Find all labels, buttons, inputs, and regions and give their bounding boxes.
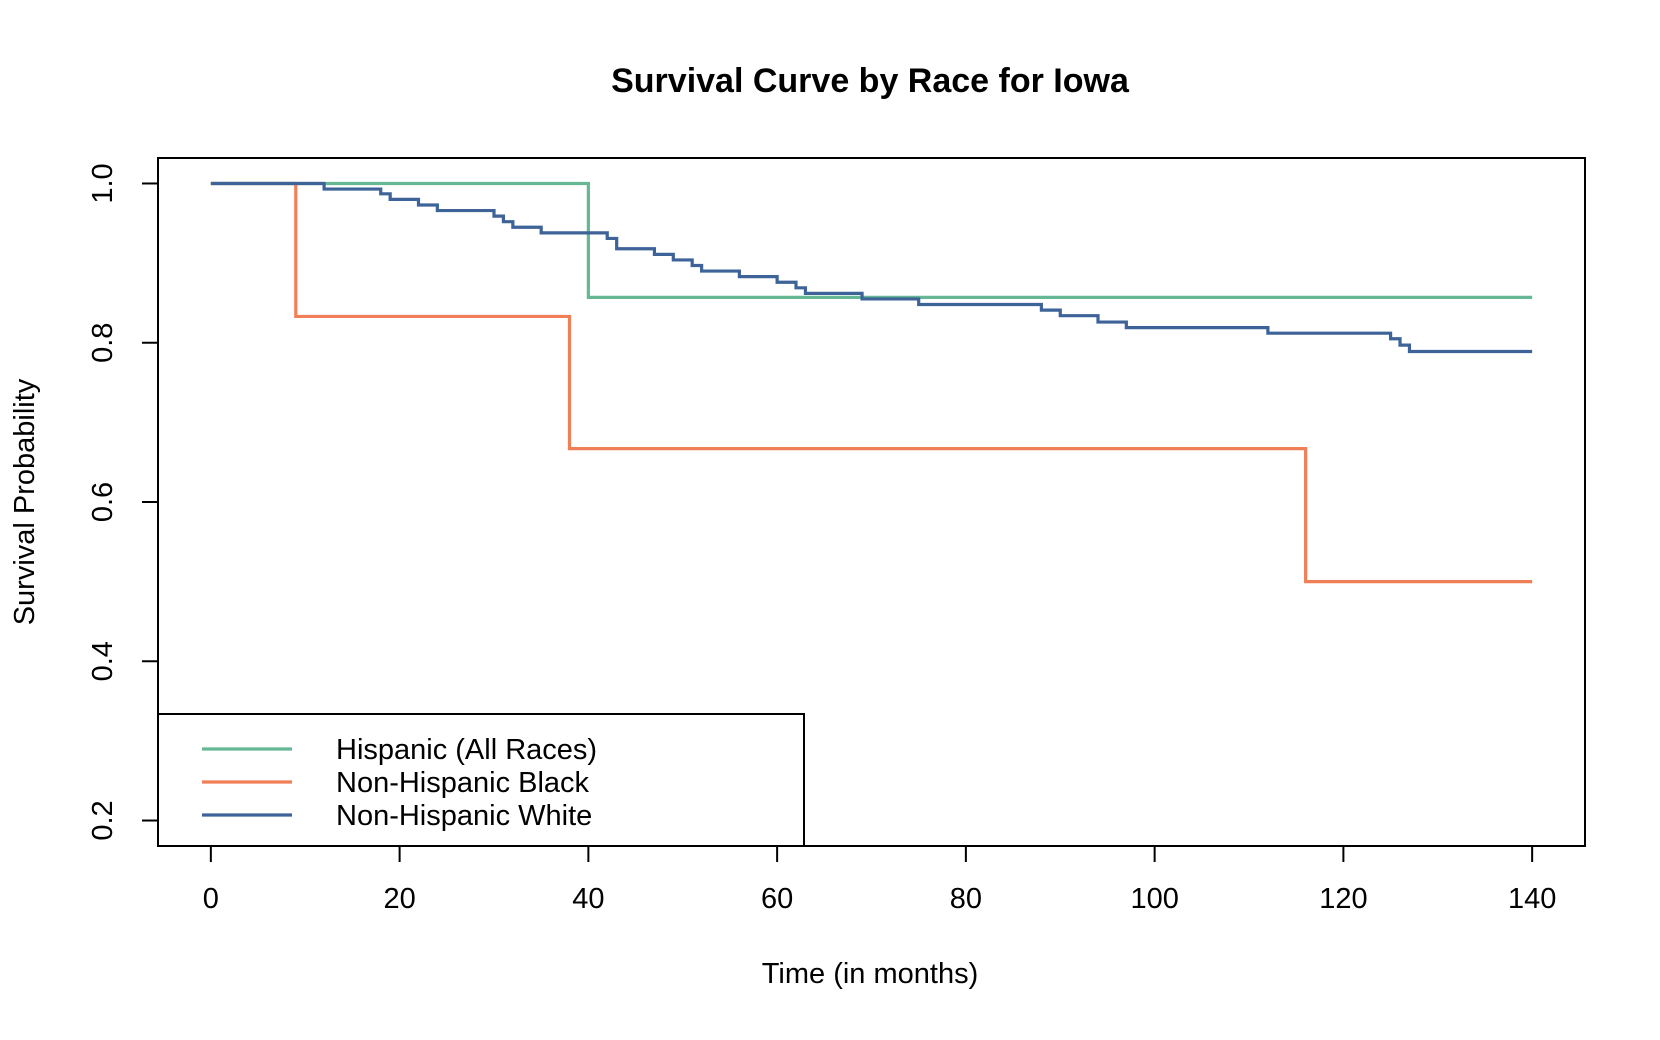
chart-title: Survival Curve by Race for Iowa (611, 62, 1130, 100)
series-line-1 (210, 181, 1533, 584)
y-tick-label: 0.8 (87, 323, 119, 363)
legend-box (157, 713, 805, 847)
series-line-0 (210, 181, 1533, 299)
x-tick-label: 140 (1508, 883, 1556, 915)
series-line-2 (210, 181, 1533, 354)
x-tick-label: 100 (1130, 883, 1178, 915)
y-tick-label: 0.4 (87, 641, 119, 681)
x-tick-label: 60 (761, 883, 793, 915)
x-tick-label: 80 (950, 883, 982, 915)
x-axis-label: Time (in months) (762, 958, 978, 990)
legend-label: Non-Hispanic Black (336, 767, 590, 799)
axes-layer: 0 20 40 60 80 100 120 140 0.2 0.4 0.6 0.8 1.0 (87, 163, 1556, 915)
legend-label: Non-Hispanic White (336, 800, 592, 832)
x-tick-label: 40 (572, 883, 604, 915)
y-tick-label: 1.0 (87, 163, 119, 203)
x-tick-label: 20 (383, 883, 415, 915)
y-tick-label: 0.2 (87, 800, 119, 840)
legend-label: Hispanic (All Races) (336, 734, 597, 766)
x-tick-label: 0 (203, 883, 219, 915)
series-layer (210, 181, 1533, 584)
y-axis-label: Survival Probability (9, 378, 41, 625)
x-tick-label: 120 (1319, 883, 1367, 915)
y-tick-label: 0.6 (87, 482, 119, 522)
legend: Hispanic (All Races)Non-Hispanic BlackNo… (157, 713, 805, 847)
